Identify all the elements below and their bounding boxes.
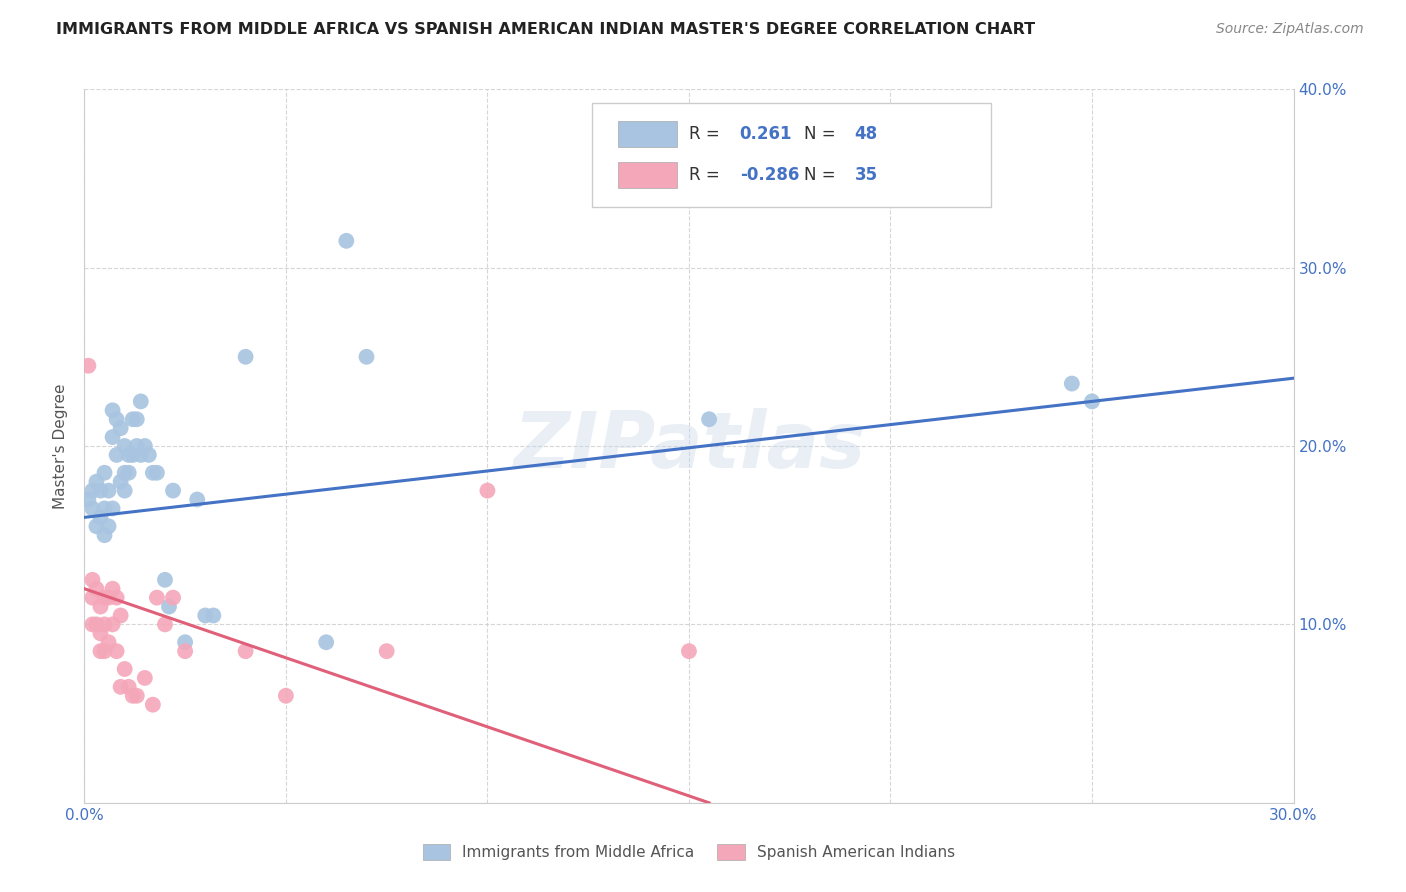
Point <box>93 617 115 632</box>
Point <box>82 591 104 605</box>
Point <box>157 599 180 614</box>
Point <box>82 501 104 516</box>
Point <box>89 510 111 524</box>
Point <box>105 591 128 605</box>
Point <box>82 483 104 498</box>
Text: N =: N = <box>804 125 841 143</box>
FancyBboxPatch shape <box>617 162 676 187</box>
Point <box>125 689 148 703</box>
Point <box>202 608 225 623</box>
Point <box>114 439 136 453</box>
Point <box>697 412 720 426</box>
Point <box>153 617 176 632</box>
Point <box>186 492 208 507</box>
Point <box>146 466 169 480</box>
Point <box>125 412 148 426</box>
Text: N =: N = <box>804 166 841 184</box>
Point <box>1081 394 1104 409</box>
Point <box>335 234 357 248</box>
Text: R =: R = <box>689 125 725 143</box>
Point <box>97 519 120 533</box>
Point <box>235 350 257 364</box>
Point <box>477 483 499 498</box>
FancyBboxPatch shape <box>617 121 676 147</box>
Point <box>274 689 297 703</box>
Point <box>235 644 257 658</box>
Point <box>110 608 132 623</box>
Y-axis label: Master's Degree: Master's Degree <box>53 384 69 508</box>
Point <box>110 680 132 694</box>
Point <box>77 359 100 373</box>
Point <box>93 501 115 516</box>
Point <box>101 430 124 444</box>
Point <box>114 662 136 676</box>
Point <box>101 403 124 417</box>
Text: 35: 35 <box>855 166 877 184</box>
FancyBboxPatch shape <box>592 103 991 207</box>
Text: -0.286: -0.286 <box>740 166 799 184</box>
Point <box>89 644 111 658</box>
Point <box>118 680 141 694</box>
Legend: Immigrants from Middle Africa, Spanish American Indians: Immigrants from Middle Africa, Spanish A… <box>416 838 962 866</box>
Point <box>105 412 128 426</box>
Point <box>162 483 184 498</box>
Point <box>101 582 124 596</box>
Text: IMMIGRANTS FROM MIDDLE AFRICA VS SPANISH AMERICAN INDIAN MASTER'S DEGREE CORRELA: IMMIGRANTS FROM MIDDLE AFRICA VS SPANISH… <box>56 22 1035 37</box>
Point <box>77 492 100 507</box>
Point <box>114 483 136 498</box>
Point <box>142 466 165 480</box>
Point <box>146 591 169 605</box>
Text: 48: 48 <box>855 125 877 143</box>
Point <box>118 466 141 480</box>
Point <box>162 591 184 605</box>
Point <box>174 635 197 649</box>
Point <box>89 599 111 614</box>
Point <box>89 483 111 498</box>
Point <box>101 617 124 632</box>
Point <box>134 439 156 453</box>
Point <box>138 448 160 462</box>
Text: ZIPatlas: ZIPatlas <box>513 408 865 484</box>
Point <box>105 448 128 462</box>
Point <box>82 573 104 587</box>
Point <box>82 617 104 632</box>
Point <box>129 448 152 462</box>
Point <box>89 626 111 640</box>
Point <box>194 608 217 623</box>
Point <box>86 582 108 596</box>
Text: R =: R = <box>689 166 725 184</box>
Text: Source: ZipAtlas.com: Source: ZipAtlas.com <box>1216 22 1364 37</box>
Point <box>114 466 136 480</box>
Point <box>86 519 108 533</box>
Point <box>142 698 165 712</box>
Point <box>315 635 337 649</box>
Point <box>174 644 197 658</box>
Point <box>153 573 176 587</box>
Point <box>93 644 115 658</box>
Point <box>375 644 398 658</box>
Point <box>121 689 143 703</box>
Point <box>121 412 143 426</box>
Text: 0.261: 0.261 <box>740 125 792 143</box>
Point <box>118 448 141 462</box>
Point <box>97 591 120 605</box>
Point <box>110 421 132 435</box>
Point <box>86 475 108 489</box>
Point <box>93 528 115 542</box>
Point <box>356 350 378 364</box>
Point <box>134 671 156 685</box>
Point <box>93 466 115 480</box>
Point <box>110 475 132 489</box>
Point <box>86 617 108 632</box>
Point <box>129 394 152 409</box>
Point <box>121 448 143 462</box>
Point <box>105 644 128 658</box>
Point <box>97 483 120 498</box>
Point <box>97 635 120 649</box>
Point <box>101 501 124 516</box>
Point <box>1060 376 1083 391</box>
Point <box>93 591 115 605</box>
Point <box>678 644 700 658</box>
Point <box>125 439 148 453</box>
